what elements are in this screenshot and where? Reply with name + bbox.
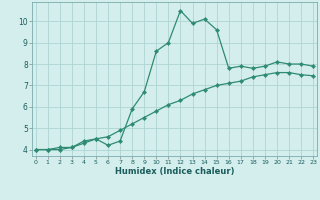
X-axis label: Humidex (Indice chaleur): Humidex (Indice chaleur) [115, 167, 234, 176]
